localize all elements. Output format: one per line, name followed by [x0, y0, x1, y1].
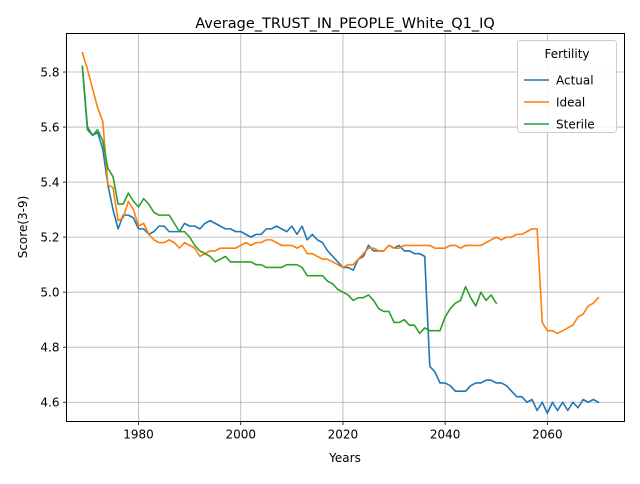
- axes: 1980 2000 2020 2040 2060 4.6 4.8 5.0 5.2 5.4 5.6 5.…: [40, 65, 562, 441]
- series-line-sterile: [81, 65, 498, 335]
- legend: Fertility Actual Ideal Sterile: [517, 40, 617, 133]
- y-tick-label: 5.2: [40, 230, 59, 244]
- legend-label-actual: Actual: [556, 73, 594, 87]
- x-axis-label: Years: [328, 451, 361, 465]
- chart-title: Average_TRUST_IN_PEOPLE_White_Q1_IQ: [195, 16, 495, 32]
- series-line-ideal: [81, 51, 600, 335]
- legend-title: Fertility: [544, 47, 589, 61]
- y-tick-label: 4.6: [40, 396, 59, 410]
- y-tick-label: 5.4: [40, 175, 59, 189]
- x-tick-label: 2060: [532, 428, 563, 442]
- plot-frame: [66, 33, 625, 422]
- y-tick-label: 5.0: [40, 285, 59, 299]
- x-tick-label: 2040: [430, 428, 461, 442]
- series-lines: [81, 51, 600, 415]
- x-tick-label: 2020: [328, 428, 359, 442]
- x-tick-label: 2000: [225, 428, 256, 442]
- series-line-actual: [81, 65, 600, 415]
- y-tick-label: 4.8: [40, 341, 59, 355]
- legend-label-ideal: Ideal: [556, 95, 585, 109]
- y-axis-label: Score(3-9): [16, 196, 30, 259]
- y-tick-label: 5.6: [40, 120, 59, 134]
- x-tick-label: 1980: [123, 428, 154, 442]
- legend-label-sterile: Sterile: [556, 117, 595, 131]
- legend-box: [517, 40, 617, 133]
- y-tick-label: 5.8: [40, 65, 59, 79]
